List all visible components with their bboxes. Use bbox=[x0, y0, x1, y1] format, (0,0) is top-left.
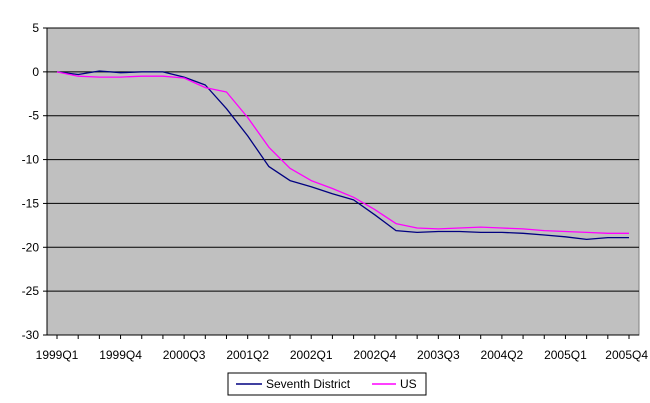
legend: Seventh District US bbox=[227, 372, 427, 396]
y-axis-ticks: 5 0 -5 -10 -15 -20 -25 -30 bbox=[22, 21, 47, 342]
x-tick-label: 2002Q4 bbox=[353, 348, 396, 362]
axes bbox=[46, 28, 639, 336]
y-tick-label: 0 bbox=[32, 65, 39, 79]
x-tick-label: 2000Q3 bbox=[163, 348, 206, 362]
series-line-us bbox=[56, 71, 629, 234]
legend-box bbox=[227, 372, 427, 396]
y-tick-label: -15 bbox=[22, 196, 40, 210]
series-line-seventh-district bbox=[56, 70, 629, 241]
y-tick-label: -5 bbox=[28, 109, 39, 123]
series-lines bbox=[56, 70, 629, 241]
plot-area bbox=[46, 27, 640, 336]
x-tick-label: 2001Q2 bbox=[226, 348, 269, 362]
x-tick-label: 2003Q3 bbox=[417, 348, 460, 362]
y-tick-label: -25 bbox=[22, 284, 40, 298]
x-tick-label: 2005Q4 bbox=[605, 348, 648, 362]
x-tick-label: 1999Q1 bbox=[36, 348, 79, 362]
y-tick-label: 5 bbox=[32, 21, 39, 35]
y-tick-label: -10 bbox=[22, 153, 40, 167]
x-tick-label: 2004Q2 bbox=[481, 348, 524, 362]
x-tick-label: 1999Q4 bbox=[99, 348, 142, 362]
y-tick-label: -30 bbox=[22, 328, 40, 342]
legend-label-us: US bbox=[400, 377, 417, 391]
x-axis-ticks: 1999Q1 1999Q4 2000Q3 2001Q2 2002Q1 2002Q4 2003… bbox=[36, 335, 648, 362]
legend-label-seventh-district: Seventh District bbox=[266, 377, 351, 391]
x-tick-label: 2005Q1 bbox=[544, 348, 587, 362]
x-tick-label: 2002Q1 bbox=[290, 348, 333, 362]
y-tick-label: -20 bbox=[22, 240, 40, 254]
